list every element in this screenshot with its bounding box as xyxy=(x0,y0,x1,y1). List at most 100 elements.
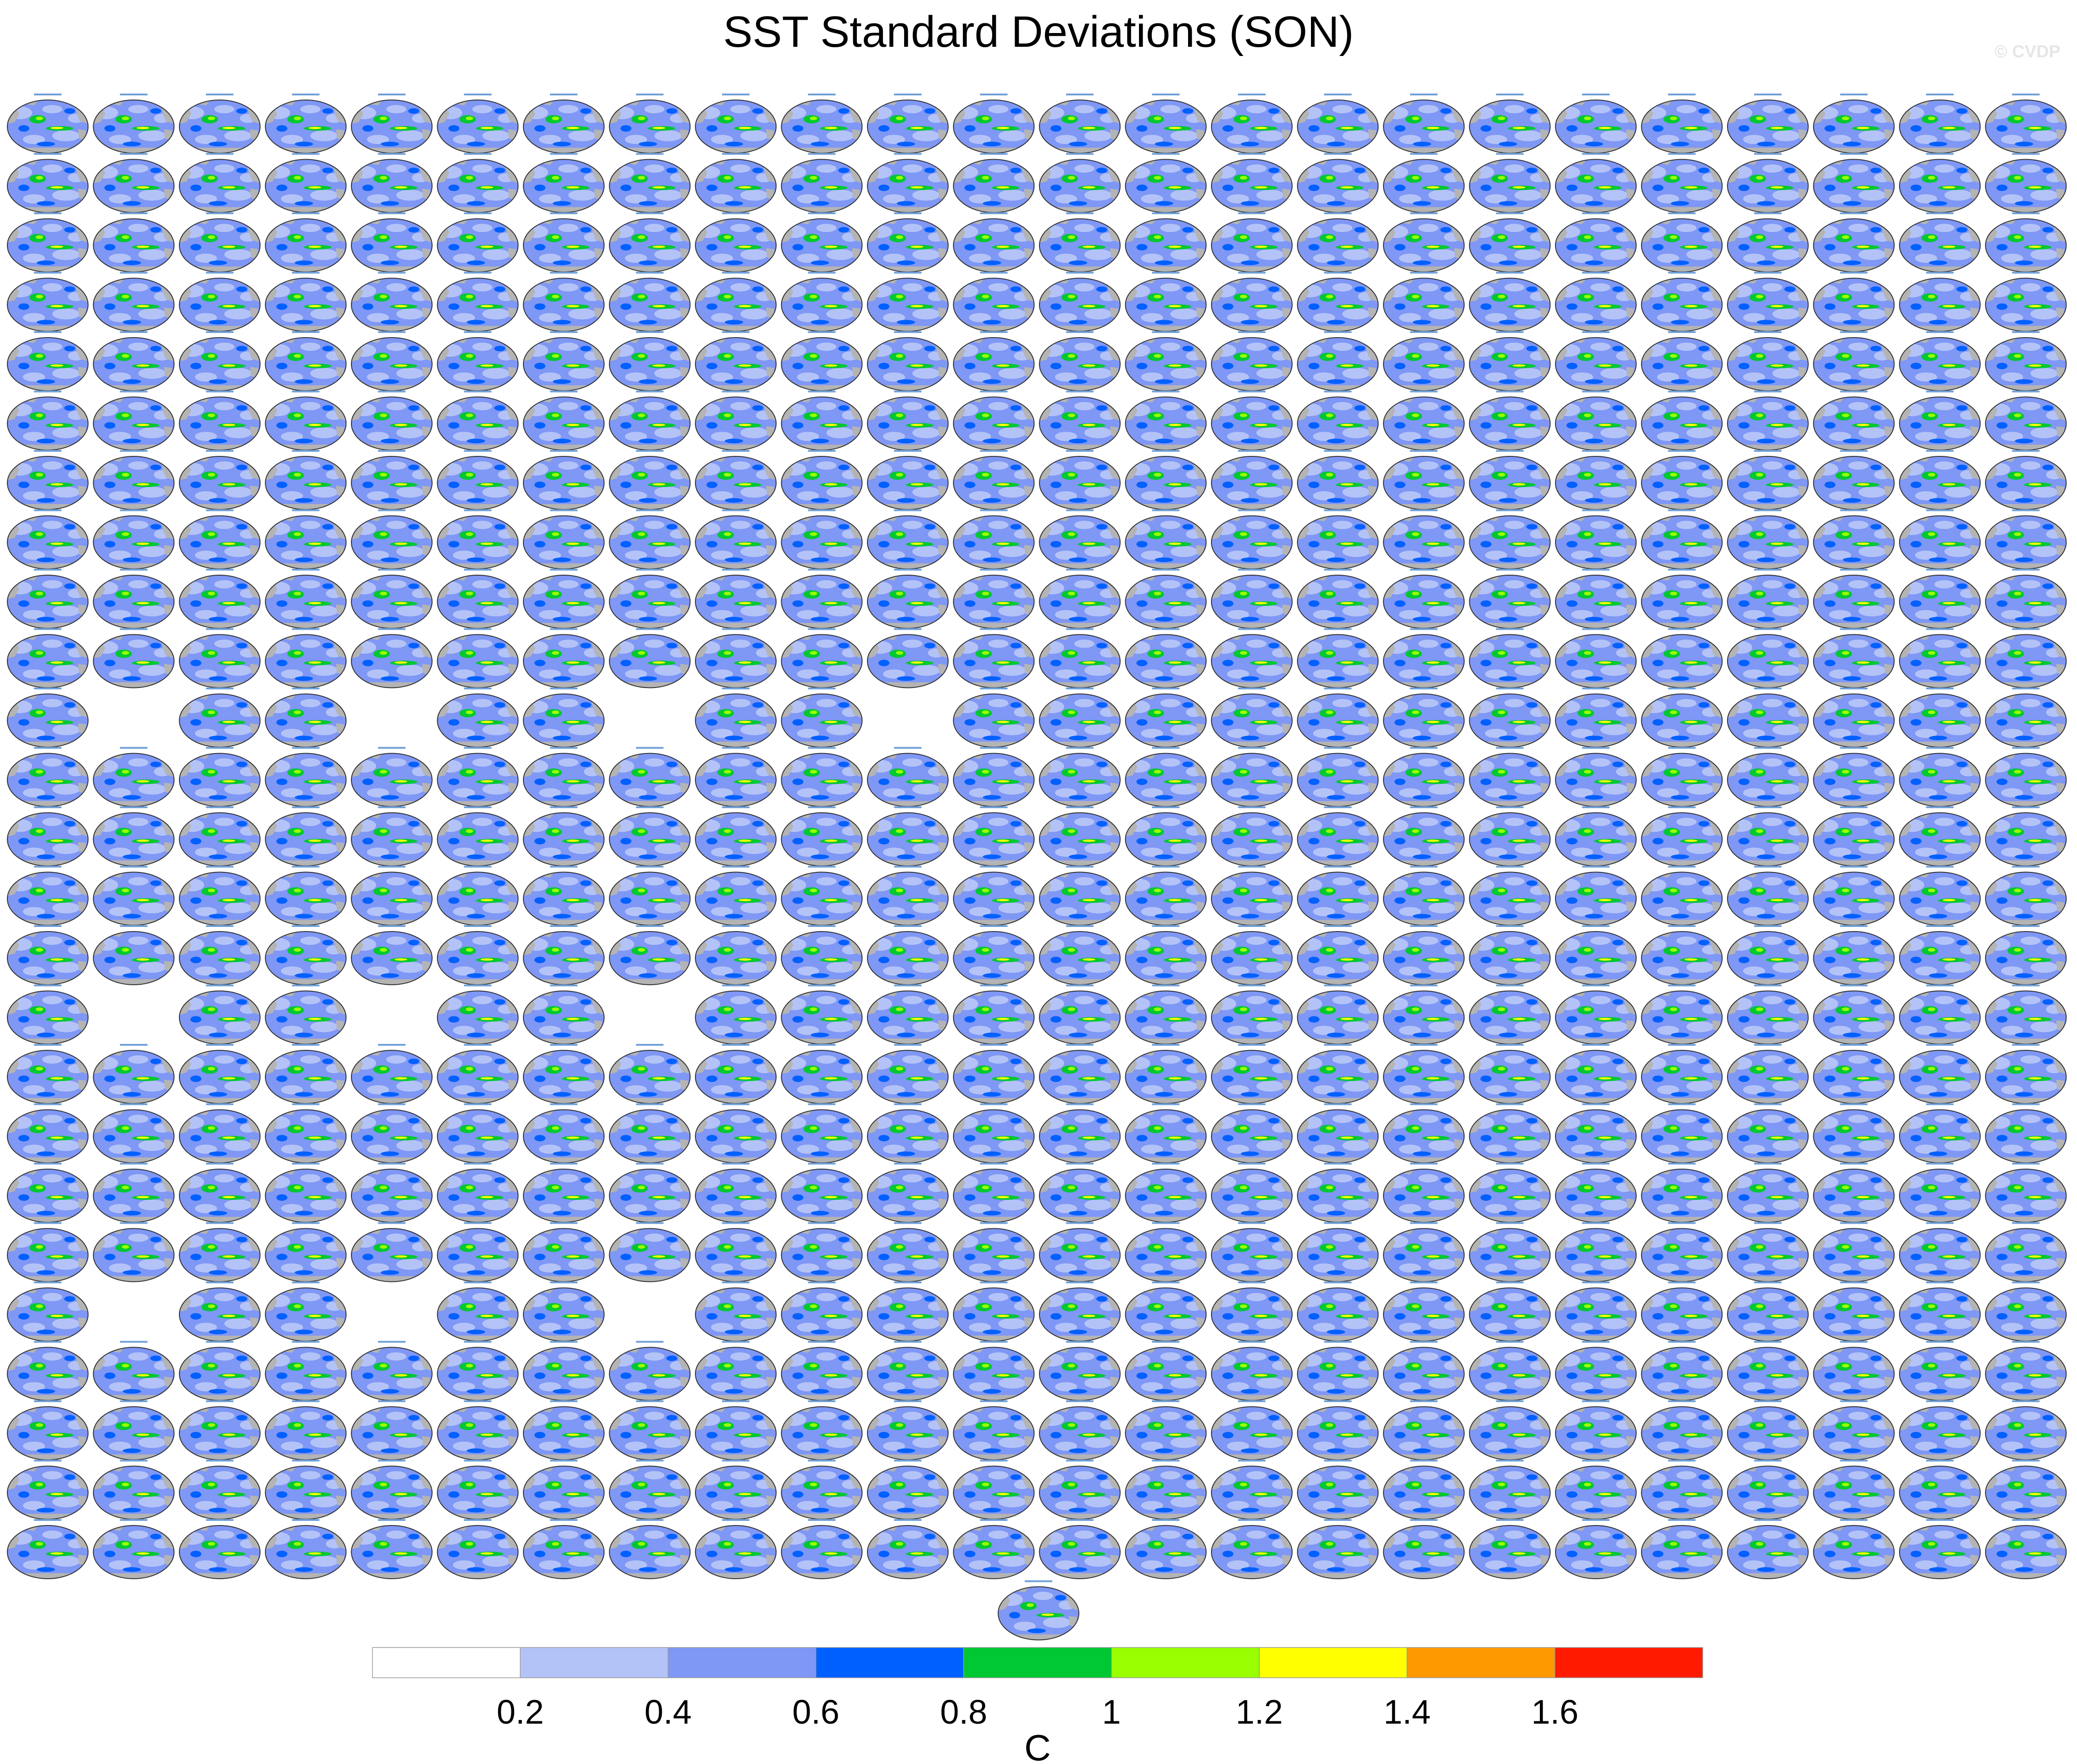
map-panel xyxy=(1211,1525,1292,1580)
map-panel xyxy=(610,1169,690,1223)
panel-caption xyxy=(1152,1459,1180,1462)
map-panel xyxy=(867,278,948,333)
panel-caption xyxy=(1668,1400,1696,1402)
map-panel xyxy=(179,575,260,629)
map-panel xyxy=(1383,397,1464,451)
panel-caption xyxy=(980,984,1008,987)
panel-caption xyxy=(206,94,233,95)
map-panel xyxy=(1211,813,1292,867)
panel-caption xyxy=(1582,1459,1610,1462)
panel-caption xyxy=(550,1400,578,1402)
panel-caption xyxy=(464,331,492,333)
map-panel xyxy=(1555,813,1636,867)
panel-caption xyxy=(206,925,233,927)
panel-caption xyxy=(1582,1222,1610,1224)
map-panel xyxy=(1298,1407,1378,1461)
map-panel xyxy=(266,516,346,570)
map-panel xyxy=(1642,813,1722,867)
panel-caption xyxy=(636,212,664,214)
map-panel xyxy=(1899,278,1980,333)
map-panel xyxy=(1126,932,1206,986)
panel-caption xyxy=(464,1519,492,1521)
map-panel xyxy=(1470,100,1550,154)
panel-caption xyxy=(1066,94,1094,95)
map-panel xyxy=(351,1229,432,1283)
map-panel xyxy=(867,160,948,214)
panel-caption xyxy=(808,569,836,571)
panel-caption xyxy=(1152,212,1180,214)
panel-caption xyxy=(292,390,320,393)
panel-caption xyxy=(206,509,233,511)
panel-caption xyxy=(980,747,1008,749)
map-panel xyxy=(438,456,518,510)
panel-caption xyxy=(1754,1459,1782,1462)
panel-caption xyxy=(894,569,922,571)
map-panel xyxy=(1814,1466,1894,1520)
map-panel xyxy=(782,160,862,214)
panel-caption xyxy=(206,688,233,689)
panel-caption xyxy=(292,1281,320,1283)
map-panel xyxy=(94,338,174,392)
panel-caption xyxy=(894,1281,922,1283)
map-panel xyxy=(867,1525,948,1580)
map-panel xyxy=(782,932,862,986)
panel-caption xyxy=(550,390,578,393)
map-panel xyxy=(1126,278,1206,333)
map-panel xyxy=(867,1466,948,1520)
map-panel xyxy=(179,754,260,808)
map-panel xyxy=(610,397,690,451)
panel-caption xyxy=(1582,1163,1610,1165)
panel-caption xyxy=(722,1044,750,1046)
panel-caption xyxy=(1754,450,1782,452)
panel-caption xyxy=(34,212,61,214)
panel-caption xyxy=(1238,272,1266,274)
map-panel xyxy=(1899,160,1980,214)
colorbar-unit-label: C xyxy=(1024,1727,1051,1764)
panel-caption xyxy=(1152,1281,1180,1283)
panel-caption xyxy=(2012,331,2040,333)
map-panel xyxy=(610,575,690,629)
map-panel xyxy=(179,1229,260,1283)
panel-caption xyxy=(1152,865,1180,868)
map-panel xyxy=(179,397,260,451)
map-panel xyxy=(610,456,690,510)
panel-caption xyxy=(1152,747,1180,749)
map-panel xyxy=(7,813,88,867)
panel-caption xyxy=(1066,747,1094,749)
map-panel xyxy=(351,1348,432,1402)
panel-caption xyxy=(378,1163,405,1165)
panel-caption xyxy=(292,1044,320,1046)
panel-caption xyxy=(1066,569,1094,571)
map-panel xyxy=(1986,456,2066,510)
map-panel xyxy=(1555,160,1636,214)
map-panel xyxy=(695,219,776,273)
map-panel xyxy=(954,100,1034,154)
map-panel xyxy=(438,1050,518,1104)
panel-caption xyxy=(1496,1341,1524,1343)
map-panel xyxy=(1298,1050,1378,1104)
map-panel xyxy=(1986,1288,2066,1342)
panel-caption xyxy=(120,806,148,808)
map-panel xyxy=(1298,1229,1378,1283)
map-panel xyxy=(1814,694,1894,748)
panel-caption xyxy=(1410,272,1438,274)
map-panel xyxy=(867,575,948,629)
map-panel xyxy=(1383,991,1464,1045)
map-panel xyxy=(351,932,432,986)
panel-caption xyxy=(1754,94,1782,95)
panel-caption xyxy=(1668,806,1696,808)
panel-caption xyxy=(378,806,405,808)
map-panel xyxy=(523,1229,604,1283)
panel-caption xyxy=(550,865,578,868)
map-panel xyxy=(1470,1525,1550,1580)
panel-caption xyxy=(808,1163,836,1165)
panel-caption xyxy=(2012,1341,2040,1343)
map-panel xyxy=(1211,456,1292,510)
panel-caption xyxy=(636,450,664,452)
map-panel xyxy=(695,338,776,392)
panel-caption xyxy=(894,450,922,452)
map-panel xyxy=(1727,932,1808,986)
panel-caption xyxy=(1926,1400,1954,1402)
panel-caption xyxy=(378,865,405,868)
map-panel xyxy=(266,932,346,986)
